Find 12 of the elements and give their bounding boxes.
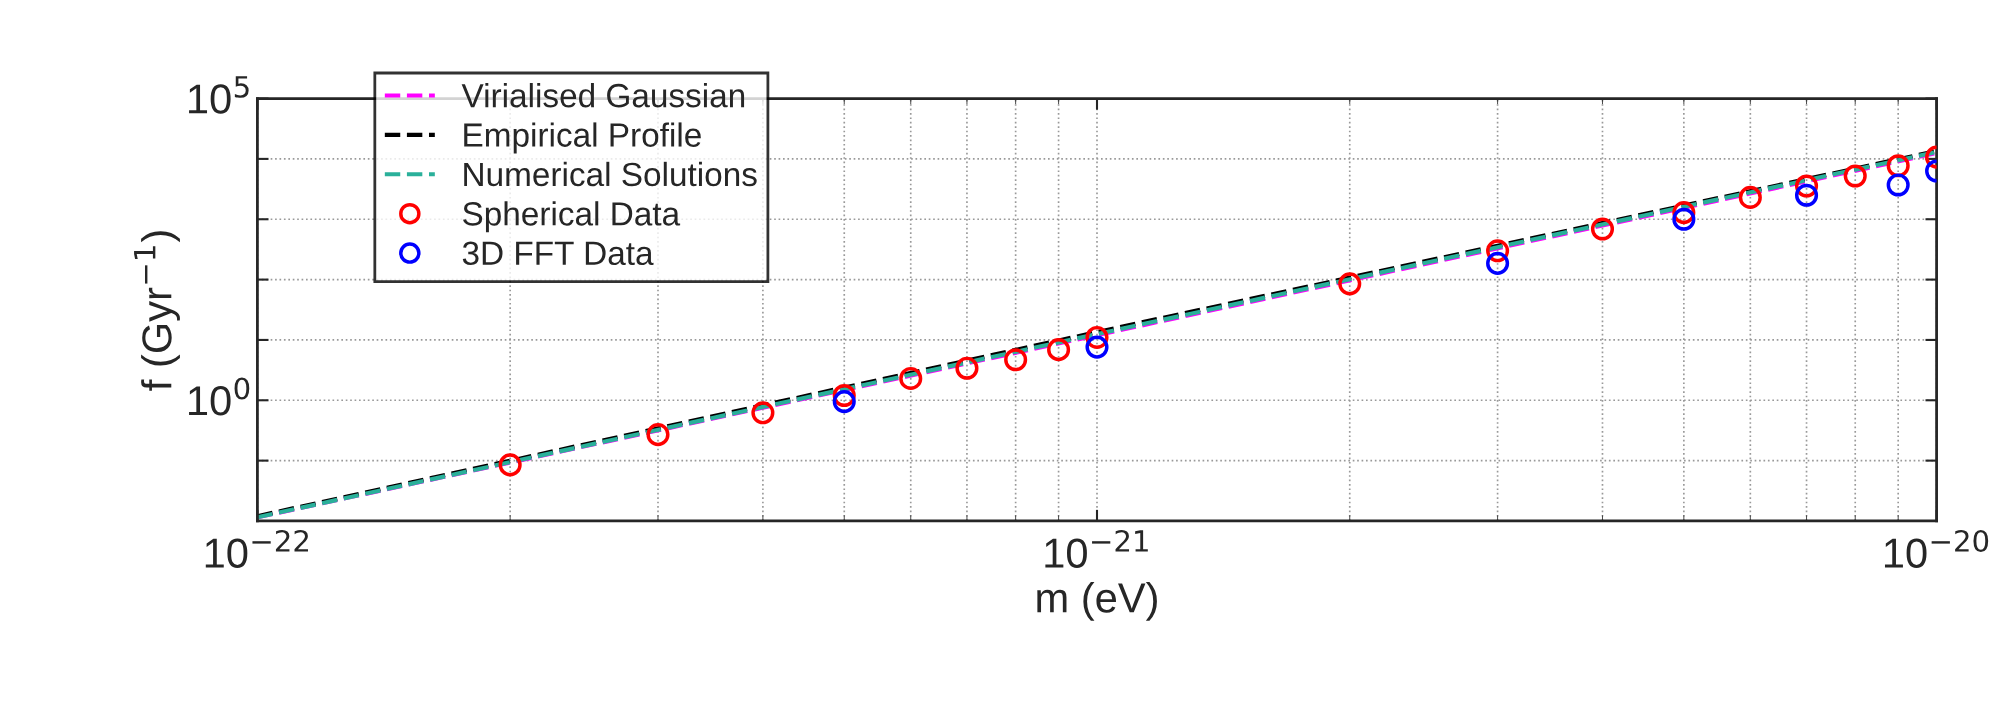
y-axis-title: f (Gyr$^{−1}$) xyxy=(134,231,180,391)
y-tick-label: 10$^{5}$ xyxy=(189,76,249,114)
x-tick-label: 10$^{−21}$ xyxy=(1045,529,1148,568)
x-axis-title: m (eV) xyxy=(1037,582,1157,621)
legend-label: Spherical Data xyxy=(463,201,681,233)
x-tick-label: 10$^{−22}$ xyxy=(205,529,308,568)
legend-label: 3D FFT Data xyxy=(462,241,654,266)
legend-label: Empirical Profile xyxy=(464,122,701,154)
legend-label: Numerical Solutions xyxy=(464,161,757,187)
x-tick-label: 10$^{−20}$ xyxy=(1884,529,1989,568)
y-tick-label: 10$^{0}$ xyxy=(189,377,250,416)
legend-label: Virialised Gaussian xyxy=(461,82,745,108)
